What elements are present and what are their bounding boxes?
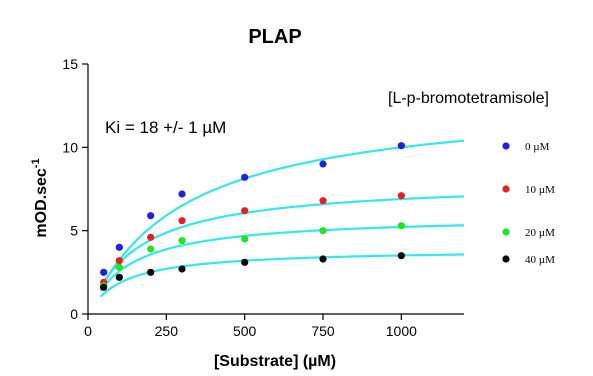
x-tick-label: 250 <box>155 323 179 339</box>
data-point <box>319 160 327 168</box>
data-point <box>397 252 405 260</box>
data-point <box>397 192 405 200</box>
data-point <box>147 268 155 276</box>
data-point <box>115 257 123 265</box>
y-tick-label: 0 <box>70 306 78 322</box>
plot-area <box>99 139 465 298</box>
data-point <box>115 243 123 251</box>
axes: 0 250 500 750 1000 0 5 10 15 <box>62 56 464 339</box>
data-point <box>397 142 405 150</box>
data-point <box>100 268 108 276</box>
y-tick-label: 10 <box>62 139 78 155</box>
legend-marker <box>502 228 510 236</box>
data-point <box>397 222 405 230</box>
chart-title: PLAP <box>248 26 301 48</box>
data-point <box>319 255 327 263</box>
fit-curve <box>99 253 464 298</box>
y-tick-label: 15 <box>62 56 78 72</box>
x-tick-label: 0 <box>84 323 92 339</box>
y-ticks: 0 5 10 15 <box>62 56 88 322</box>
data-point <box>178 217 186 225</box>
data-point <box>241 258 249 266</box>
data-point <box>147 212 155 220</box>
legend-title: [L-p-bromotetramisole] <box>388 90 549 107</box>
legend-marker <box>502 185 510 193</box>
data-point <box>115 273 123 281</box>
y-axis-label-main: mOD.sec <box>33 168 50 237</box>
fit-curve <box>99 139 465 290</box>
legend-label: 10 µM <box>525 184 555 196</box>
data-points <box>100 142 405 291</box>
y-axis-label: mOD.sec-1 <box>30 158 50 237</box>
legend-marker <box>502 255 510 263</box>
legend-label: 0 µM <box>525 141 550 153</box>
legend-label: 20 µM <box>525 227 555 239</box>
x-tick-label: 750 <box>311 323 335 339</box>
data-point <box>319 197 327 205</box>
fit-curves <box>99 139 465 298</box>
legend-marker <box>502 142 510 150</box>
y-axis-label-superscript: -1 <box>30 158 42 168</box>
y-tick-label: 5 <box>70 223 78 239</box>
ki-annotation: Ki = 18 +/- 1 µM <box>105 118 226 137</box>
legend: 0 µM 10 µM 20 µM 40 µM <box>502 141 555 266</box>
legend-label: 40 µM <box>525 254 555 266</box>
data-point <box>319 227 327 235</box>
fit-curve <box>99 195 465 288</box>
data-point <box>241 207 249 215</box>
data-point <box>178 265 186 273</box>
data-point <box>241 173 249 181</box>
x-axis-label: [Substrate] (µM) <box>214 353 336 370</box>
data-point <box>241 235 249 243</box>
data-point <box>178 237 186 245</box>
data-point <box>147 245 155 253</box>
data-point <box>178 190 186 198</box>
data-point <box>147 233 155 241</box>
data-point <box>100 283 108 291</box>
x-tick-label: 1000 <box>386 323 417 339</box>
x-tick-label: 500 <box>233 323 257 339</box>
data-point <box>115 263 123 271</box>
x-ticks: 0 250 500 750 1000 <box>84 314 417 339</box>
